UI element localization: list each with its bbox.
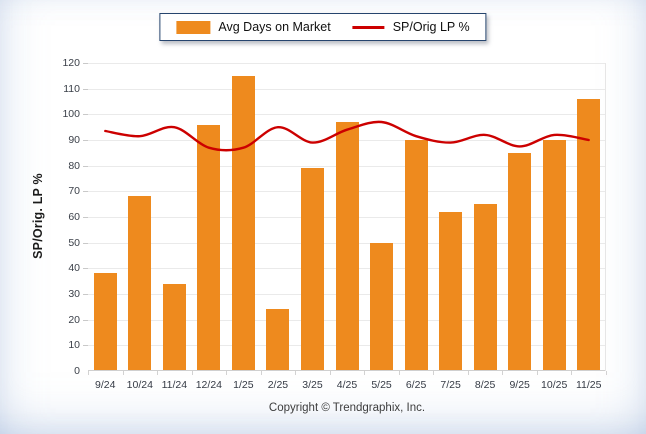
y-axis-tick [83,88,88,90]
bar-8-25 [473,204,497,370]
y-tick-label-90: 90 [68,134,80,146]
y-axis-tick [83,242,88,244]
y-axis-tick [83,294,88,295]
bar-10-24 [128,196,152,370]
y-tick-label-100: 100 [62,108,80,121]
y-axis-tick [83,140,88,141]
legend-bar-label: Avg Days on Market [218,20,331,34]
y-tick-label-110: 110 [63,82,80,95]
y-tick-label-40: 40 [68,262,80,275]
copyright-text: Copyright © Trendgraphix, Inc. [268,402,426,414]
bar-4-25 [335,122,359,370]
x-tick-label-12-24: 12/24 [195,379,222,391]
x-axis-line [88,370,606,371]
bar-3-25 [300,168,324,370]
bar-12-24 [197,124,221,370]
x-axis-tick [536,371,538,375]
x-axis-tick [467,371,469,375]
y-tick-label-30: 30 [68,288,80,300]
line-series-swatch-icon [352,25,385,29]
y-axis-tick [83,165,88,167]
x-tick-label-10-24: 10/24 [126,379,153,391]
x-tick-label-11-24: 11/24 [161,379,188,391]
gridline [88,88,606,90]
bar-2-25 [266,309,290,370]
x-axis-tick [571,371,573,375]
x-axis-tick [191,371,193,375]
bar-7-25 [439,211,463,370]
x-axis-tick [295,371,297,375]
y-tick-label-70: 70 [68,185,80,198]
legend-line-label: SP/Orig LP % [392,20,470,34]
x-tick-label-4-25: 4/25 [336,379,358,391]
y-tick-label-50: 50 [68,236,80,249]
x-axis-tick [364,371,366,375]
y-tick-label-20: 20 [68,313,80,326]
legend: Avg Days on Market SP/Orig LP % [159,13,487,41]
y-axis-tick [83,345,88,347]
trend-line [104,120,590,152]
bar-9-24 [93,273,117,370]
y-tick-label-60: 60 [68,211,80,223]
y-axis-tick [83,319,88,321]
x-tick-label-5-25: 5/25 [371,379,392,391]
y-axis-tick [83,268,88,270]
x-axis-tick [606,371,607,375]
x-axis-tick [260,371,262,375]
bar-6-25 [404,140,428,370]
y-axis-tick [83,114,88,116]
x-tick-label-1-25: 1/25 [233,379,254,391]
x-tick-label-10-25: 10/25 [541,379,568,391]
x-tick-label-3-25: 3/25 [302,379,323,391]
y-tick-label-10: 10 [68,339,80,352]
y-tick-label-120: 120 [62,57,80,69]
bar-11-25 [577,98,601,370]
x-tick-label-2-25: 2/25 [267,379,289,391]
x-tick-label-11-25: 11/25 [575,379,602,391]
bar-11-24 [162,283,186,370]
plot-area [83,63,607,375]
x-axis-tick [122,371,124,375]
gridline [88,114,606,116]
x-axis-tick [398,371,400,375]
bar-9-25 [508,152,532,370]
y-tick-label-0: 0 [74,365,80,377]
y-tick-label-80: 80 [68,159,80,172]
x-axis-tick [88,371,89,375]
x-tick-label-7-25: 7/25 [440,379,461,391]
gridline [88,63,606,64]
bar-10-25 [542,140,566,370]
y-axis-tick [83,191,88,193]
x-axis-tick [329,371,331,375]
bar-series-swatch-icon [176,20,211,34]
bar-5-25 [370,242,394,370]
y-axis-tick [83,63,88,64]
x-tick-label-6-25: 6/25 [405,379,427,391]
y-axis-title: SP/Orig. LP % [31,173,45,259]
x-axis-tick [433,371,435,375]
x-axis-tick [226,371,228,375]
x-axis-tick [502,371,504,375]
plot-right-border [605,63,606,371]
x-axis-tick [157,371,159,375]
x-tick-label-9-25: 9/25 [509,379,530,391]
x-tick-label-9-24: 9/24 [95,379,116,391]
x-tick-label-8-25: 8/25 [474,379,496,391]
y-axis-tick [83,217,88,218]
